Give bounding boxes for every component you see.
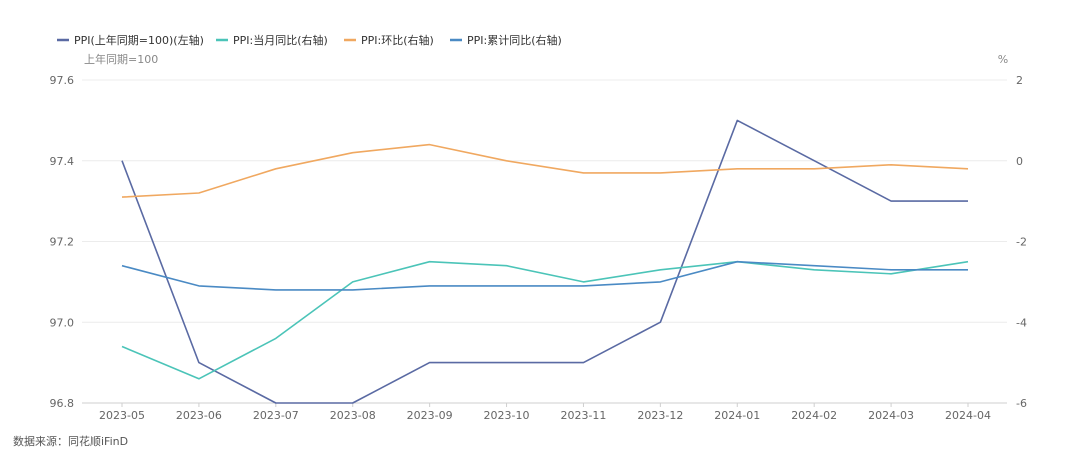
x-axis-tick-label: 2023-07 [253, 409, 299, 422]
x-axis-tick-label: 2023-06 [176, 409, 222, 422]
legend: PPI(上年同期=100)(左轴) PPI:当月同比(右轴) PPI:环比(右轴) P… [57, 33, 562, 47]
x-axis-tick-label: 2023-08 [330, 409, 376, 422]
x-axis-tick-label: 2023-11 [560, 409, 606, 422]
legend-label: PPI:当月同比(右轴) [233, 33, 328, 47]
x-axis-tick-label: 2024-01 [714, 409, 760, 422]
series-line-1 [121, 119, 968, 404]
x-axis-ticks: 2023-05 2023-06 2023-07 2023-08 2023-09 2023-… [99, 403, 991, 422]
series-line-3 [121, 143, 969, 198]
right-axis-ticks: 2 0 -2 -4 -6 [1016, 74, 1027, 410]
series-line-2 [121, 260, 969, 380]
right-axis-tick-label: 2 [1016, 74, 1023, 87]
right-axis-tick-label: -2 [1016, 236, 1027, 249]
left-axis-tick-label: 97.0 [50, 316, 75, 329]
x-axis-tick-label: 2023-05 [99, 409, 145, 422]
left-axis-tick-label: 96.8 [50, 397, 75, 410]
legend-label: PPI:累计同比(右轴) [467, 33, 562, 47]
right-axis-tick-label: -6 [1016, 397, 1027, 410]
right-axis-unit-label: % [998, 53, 1008, 66]
series-line-4 [121, 260, 968, 291]
x-axis-tick-label: 2023-09 [407, 409, 453, 422]
left-axis-unit-label: 上年同期=100 [84, 52, 158, 66]
right-axis-tick-label: -4 [1016, 316, 1027, 329]
x-axis-tick-label: 2024-03 [868, 409, 914, 422]
legend-label: PPI(上年同期=100)(左轴) [74, 33, 204, 47]
left-axis-ticks: 97.6 97.4 97.2 97.0 96.8 [50, 74, 75, 410]
series-lines [121, 119, 969, 404]
gridlines [82, 79, 1007, 404]
left-axis-tick-label: 97.2 [50, 236, 75, 249]
x-axis-tick-label: 2024-02 [791, 409, 837, 422]
legend-label: PPI:环比(右轴) [361, 33, 434, 47]
x-axis-tick-label: 2023-12 [637, 409, 683, 422]
source-note: 数据来源：同花顺iFinD [13, 435, 129, 448]
x-axis-tick-label: 2023-10 [484, 409, 530, 422]
right-axis-tick-label: 0 [1016, 155, 1023, 168]
left-axis-tick-label: 97.4 [50, 155, 75, 168]
left-axis-tick-label: 97.6 [50, 74, 75, 87]
x-axis-tick-label: 2024-04 [945, 409, 991, 422]
